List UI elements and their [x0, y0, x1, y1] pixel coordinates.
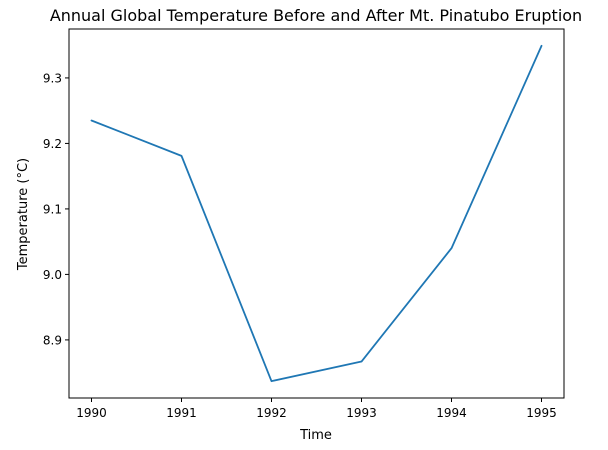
y-tick-label: 9.2	[43, 137, 62, 151]
x-axis-label: Time	[299, 428, 332, 443]
y-tick-label: 9.0	[43, 268, 62, 282]
x-tick-label: 1990	[76, 406, 107, 420]
x-tick-label: 1992	[256, 406, 287, 420]
x-tick-label: 1994	[436, 406, 467, 420]
x-tick-label: 1995	[526, 406, 557, 420]
series-line	[90, 44, 543, 383]
y-tick-label: 9.1	[43, 202, 62, 216]
plot-area	[68, 28, 565, 399]
y-tick-label: 8.9	[43, 333, 62, 347]
x-axis: 1990 1991 1992 1993 1994 1995	[76, 398, 557, 420]
chart-title: Annual Global Temperature Before and Aft…	[50, 6, 582, 25]
x-tick-label: 1993	[346, 406, 377, 420]
y-axis: 8.9 9.0 9.1 9.2 9.3	[43, 71, 69, 347]
axes-frame	[68, 28, 565, 399]
series-layer	[90, 44, 543, 383]
y-tick-label: 9.3	[43, 71, 62, 85]
y-axis-label: Temperature (°C)	[16, 158, 31, 271]
x-tick-label: 1991	[166, 406, 197, 420]
